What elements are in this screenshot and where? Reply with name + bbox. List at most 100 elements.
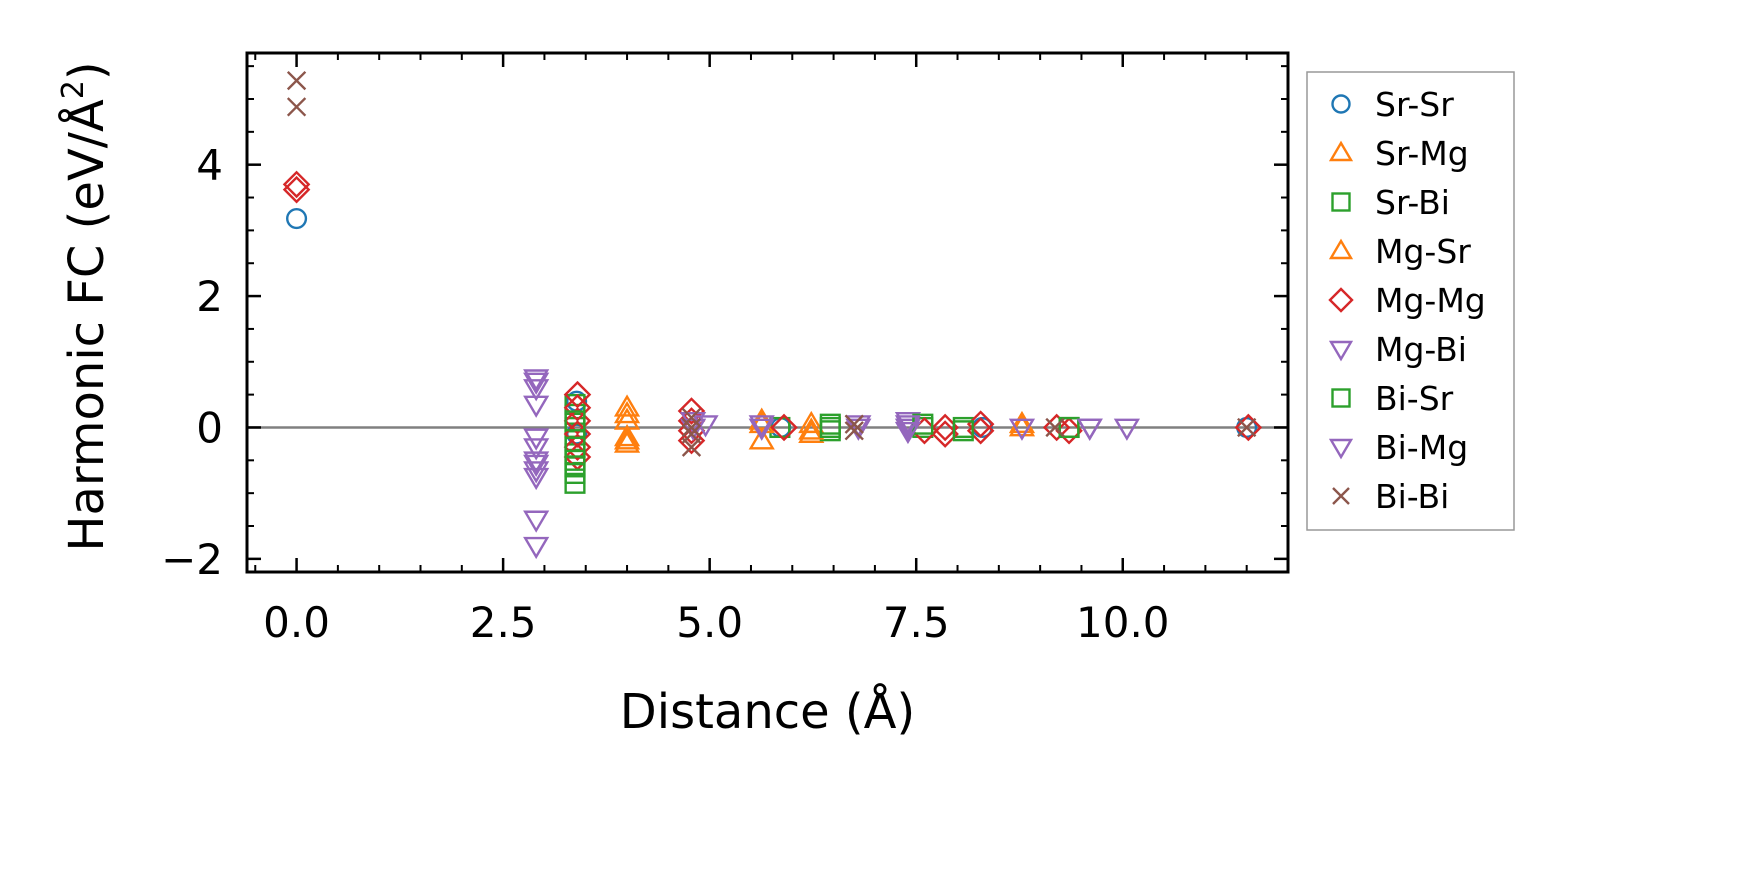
legend-item: Sr-Sr xyxy=(1331,85,1454,124)
data-point-sr-mg xyxy=(613,423,641,447)
y-axis-label: Harmonic FC (eV/Å2) xyxy=(56,61,115,551)
data-point-bi-bi xyxy=(286,70,307,91)
legend-label: Sr-Mg xyxy=(1375,134,1469,173)
y-tick-label: 4 xyxy=(196,141,223,190)
data-point-bi-bi xyxy=(286,97,307,117)
data-point-bi-sr xyxy=(819,416,841,439)
legend-label: Bi-Mg xyxy=(1375,428,1468,467)
data-points-layer xyxy=(282,70,1263,560)
y-tick-label: 0 xyxy=(196,403,223,452)
legend-label: Mg-Bi xyxy=(1375,330,1467,369)
x-tick-label: 10.0 xyxy=(1076,598,1170,647)
data-point-mg-mg xyxy=(1055,416,1083,445)
data-point-bi-sr xyxy=(952,420,974,442)
data-point-bi-bi xyxy=(1237,417,1257,438)
legend-label: Bi-Sr xyxy=(1375,379,1454,418)
legend-marker-triangle-up-icon xyxy=(1328,238,1354,260)
plot-frame xyxy=(245,51,1290,574)
data-point-mg-mg xyxy=(563,380,592,409)
data-point-bi-mg xyxy=(894,421,922,445)
series-bi-bi xyxy=(286,70,1257,457)
data-point-bi-mg xyxy=(523,467,550,491)
x-tick-label: 2.5 xyxy=(470,598,537,647)
series-bi-sr xyxy=(564,410,1080,485)
data-point-mg-bi xyxy=(523,536,550,560)
data-point-mg-bi xyxy=(523,395,550,418)
series-sr-mg xyxy=(613,394,1036,453)
y-tick-label: −2 xyxy=(161,535,223,584)
legend-marker-square-icon xyxy=(1331,192,1351,212)
data-point-mg-mg xyxy=(1234,413,1263,442)
y-tick-label: 2 xyxy=(196,272,223,321)
data-point-bi-sr xyxy=(564,449,586,471)
series-sr-sr xyxy=(286,208,1258,445)
legend-item: Bi-Sr xyxy=(1331,379,1454,418)
data-point-mg-bi xyxy=(1113,418,1140,441)
data-point-bi-sr xyxy=(564,410,586,432)
data-point-bi-sr xyxy=(1058,416,1080,439)
legend-marker-x-icon xyxy=(1332,487,1350,505)
data-point-bi-bi xyxy=(681,437,702,457)
data-point-mg-bi xyxy=(1008,418,1036,441)
data-point-bi-mg xyxy=(1076,418,1103,441)
y-axis-label-tail: ) xyxy=(59,61,115,80)
legend-label: Mg-Sr xyxy=(1375,232,1471,271)
legend-item: Bi-Mg xyxy=(1328,428,1468,467)
data-point-bi-bi xyxy=(844,414,864,434)
data-point-sr-mg xyxy=(748,427,775,450)
legend-item: Sr-Bi xyxy=(1331,183,1450,222)
legend-marker-triangle-up-icon xyxy=(1328,140,1354,162)
data-point-sr-mg xyxy=(613,430,641,453)
data-point-sr-mg xyxy=(798,410,825,434)
data-point-bi-sr xyxy=(564,462,586,485)
legend-box xyxy=(1306,71,1515,531)
y-axis-label-main: Harmonic FC (eV/Å xyxy=(58,99,115,552)
legend-label: Bi-Bi xyxy=(1375,477,1449,516)
data-point-mg-mg xyxy=(282,170,311,199)
x-tick-label: 0.0 xyxy=(263,598,330,647)
legend: Sr-Sr Sr-Mg Sr-Bi Mg-Sr Mg-Mg Mg-Bi Bi-Sr Bi-Mg… xyxy=(1306,71,1515,531)
series-mg-bi xyxy=(523,369,1140,560)
axis-ticks-layer: 0.0 2.5 5.0 7.5 10.0 −2 0 2 4 xyxy=(161,53,1288,647)
series-mg-mg xyxy=(282,170,1263,471)
data-point-sr-mg xyxy=(613,394,641,417)
series-sr-bi xyxy=(564,393,1080,494)
data-point-bi-bi xyxy=(844,421,864,441)
data-point-mg-bi xyxy=(523,379,550,402)
data-point-sr-bi xyxy=(564,393,586,416)
data-point-bi-mg xyxy=(523,372,550,395)
legend-item: Mg-Mg xyxy=(1328,281,1486,320)
data-point-mg-sr xyxy=(1008,410,1036,434)
data-point-sr-sr xyxy=(286,208,308,230)
data-point-bi-bi xyxy=(681,417,702,438)
data-point-bi-bi xyxy=(681,407,702,428)
y-axis-label-superscript: 2 xyxy=(56,80,91,99)
data-point-bi-mg xyxy=(523,454,550,477)
legend-marker-diamond-icon xyxy=(1328,287,1354,313)
legend-marker-triangle-down-icon xyxy=(1328,340,1354,362)
data-point-mg-sr xyxy=(613,427,641,450)
x-tick-label: 7.5 xyxy=(883,598,950,647)
legend-item: Mg-Bi xyxy=(1328,330,1467,369)
data-point-mg-mg xyxy=(563,393,592,422)
data-point-mg-sr xyxy=(798,417,825,440)
x-tick-label: 5.0 xyxy=(676,598,743,647)
series-mg-sr xyxy=(613,400,1036,450)
data-point-bi-mg xyxy=(894,415,922,438)
data-point-bi-bi xyxy=(1045,417,1065,438)
data-point-sr-mg xyxy=(1008,414,1036,437)
legend-marker-circle-icon xyxy=(1331,94,1351,114)
data-point-mg-bi xyxy=(748,418,775,441)
legend-item: Sr-Mg xyxy=(1328,134,1469,173)
legend-label: Sr-Bi xyxy=(1375,183,1450,222)
data-point-mg-mg xyxy=(677,397,706,425)
data-point-mg-sr xyxy=(613,400,641,424)
legend-marker-square-icon xyxy=(1331,388,1351,408)
data-point-mg-mg xyxy=(966,410,995,438)
data-point-sr-mg xyxy=(798,420,825,443)
data-point-bi-sr xyxy=(564,436,586,458)
data-point-mg-mg xyxy=(770,413,798,442)
legend-items: Sr-Sr Sr-Mg Sr-Bi Mg-Sr Mg-Mg Mg-Bi Bi-Sr Bi-Mg… xyxy=(1328,85,1486,516)
legend-label: Sr-Sr xyxy=(1375,85,1454,124)
